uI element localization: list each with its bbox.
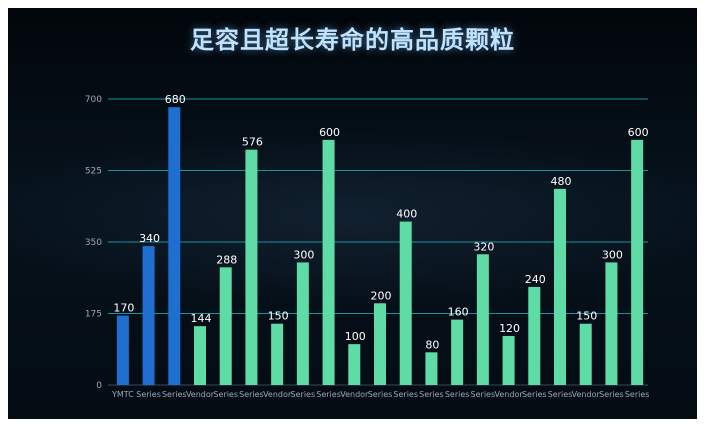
- x-tick-label: Series: [368, 390, 393, 399]
- bar: [631, 139, 644, 385]
- bar: [476, 254, 489, 385]
- data-label: 300: [293, 248, 314, 261]
- data-label: 240: [525, 273, 546, 286]
- x-tick-label: Series: [162, 390, 187, 399]
- x-tick-label: Series: [213, 390, 238, 399]
- x-tick-label: Series: [522, 390, 547, 399]
- x-tick-label: Series: [393, 390, 418, 399]
- chart-title: 足容且超长寿命的高品质颗粒: [190, 26, 515, 54]
- data-label: 600: [628, 126, 649, 139]
- x-tick-label: Series: [291, 390, 316, 399]
- data-label: 100: [345, 330, 366, 343]
- x-tick-label: Series: [599, 390, 624, 399]
- x-tick-label: Series: [548, 390, 573, 399]
- y-tick-label: 700: [85, 95, 102, 105]
- y-tick-label: 175: [85, 310, 102, 320]
- x-tick-label: Series: [445, 390, 470, 399]
- bar: [168, 107, 181, 386]
- data-label: 576: [242, 136, 263, 149]
- bar: [425, 352, 438, 385]
- data-label: 120: [499, 322, 520, 335]
- bar: [219, 267, 232, 385]
- data-label: 200: [371, 289, 392, 302]
- data-label: 288: [216, 253, 237, 266]
- data-label: 600: [319, 126, 340, 139]
- y-tick-label: 525: [85, 167, 102, 177]
- x-tick-label: Series: [239, 390, 264, 399]
- data-label: 150: [576, 310, 597, 323]
- bar: [399, 221, 412, 385]
- data-label: 80: [425, 338, 439, 351]
- x-tick-label: Vendor: [186, 390, 215, 399]
- data-label: 680: [165, 93, 186, 106]
- data-label: 144: [191, 312, 212, 325]
- bar: [194, 326, 206, 385]
- x-tick-label: Vendor: [495, 390, 524, 399]
- bar: [528, 286, 541, 385]
- data-label: 320: [473, 240, 494, 253]
- data-label: 160: [448, 306, 469, 319]
- bar: [322, 139, 335, 385]
- bar-chart: 0 175 350 525 700 170 YMTC 340 Series 680 Series 14…: [85, 93, 650, 399]
- x-tick-label: Series: [471, 390, 496, 399]
- bar: [554, 188, 566, 385]
- x-tick-label: Series: [419, 390, 444, 399]
- y-tick-label: 0: [96, 381, 102, 391]
- x-tick-label: Series: [316, 390, 341, 399]
- bar: [296, 262, 309, 385]
- data-label: 150: [268, 310, 289, 323]
- x-tick-label: YMTC: [111, 390, 134, 399]
- data-label: 300: [602, 248, 623, 261]
- bar: [502, 335, 515, 385]
- data-label: 480: [551, 175, 572, 188]
- x-tick-label: Series: [625, 390, 650, 399]
- data-label: 340: [139, 232, 160, 245]
- bar: [142, 246, 155, 385]
- bar: [348, 344, 361, 385]
- x-tick-label: Vendor: [263, 390, 292, 399]
- data-label: 400: [396, 208, 417, 221]
- x-tick-label: Series: [136, 390, 161, 399]
- x-tick-label: Vendor: [572, 390, 601, 399]
- x-tick-label: Vendor: [340, 390, 369, 399]
- y-tick-label: 350: [85, 238, 102, 248]
- bar: [451, 319, 464, 385]
- chart-panel: 足容且超长寿命的高品质颗粒 0 175 350 525 700 170 YMTC 340 Ser…: [8, 8, 697, 419]
- bar: [579, 323, 592, 385]
- bar: [245, 149, 258, 385]
- bar: [605, 262, 618, 385]
- bar: [271, 323, 284, 385]
- bar: [116, 315, 129, 385]
- data-label: 170: [113, 302, 134, 315]
- bar: [374, 303, 386, 385]
